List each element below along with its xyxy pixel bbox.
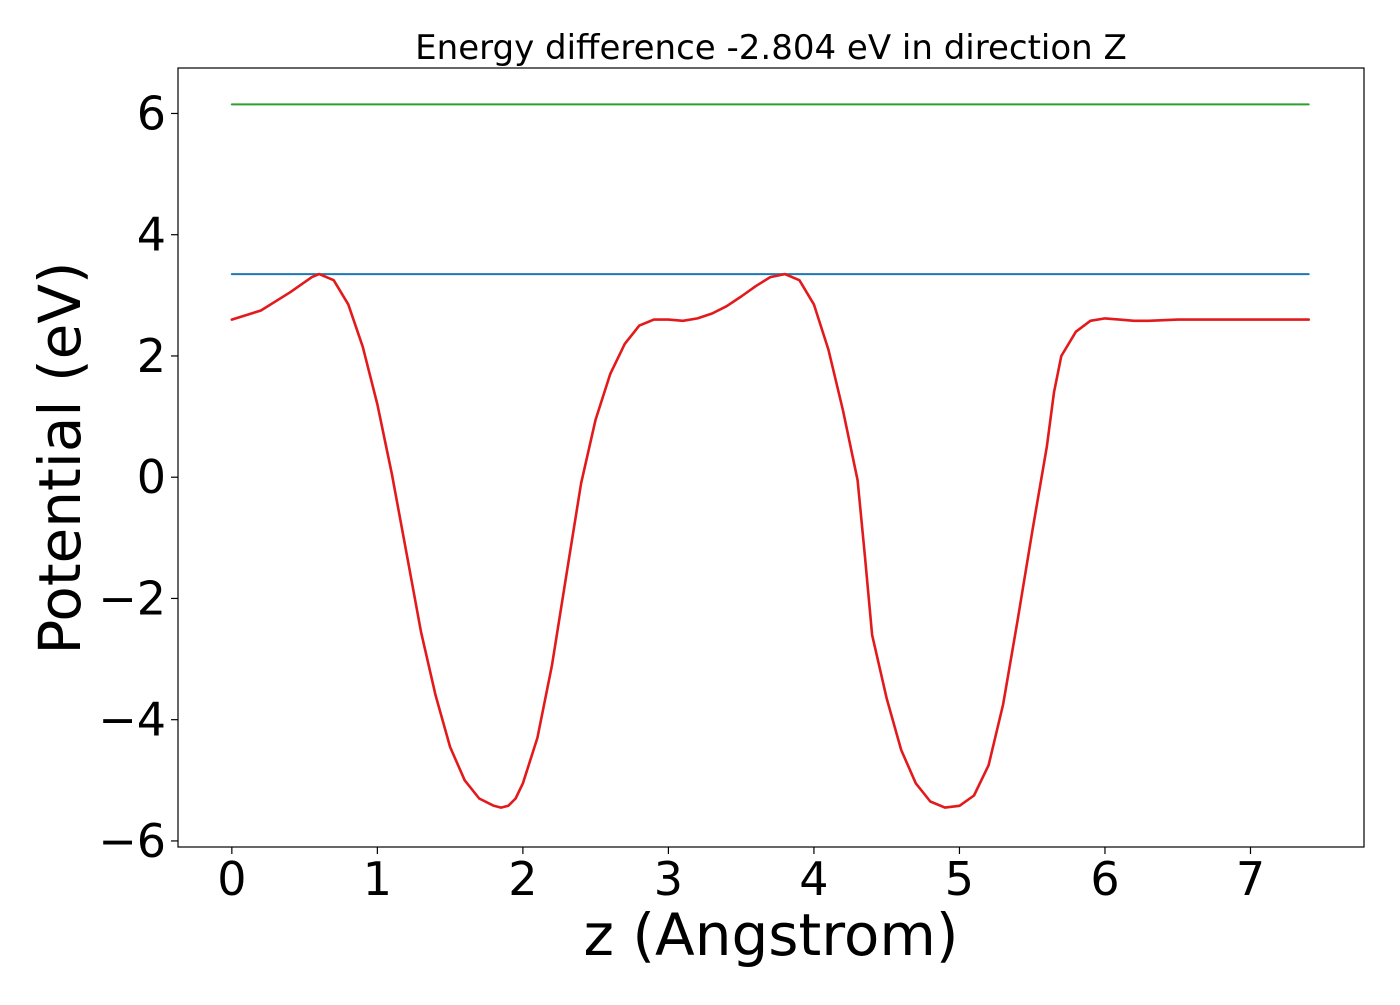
x-axis-ticks: 0 1 2 3 4 5 6 7 bbox=[217, 847, 1265, 906]
series-line-3 bbox=[230, 272, 1310, 809]
x-tick-label: 0 bbox=[217, 852, 246, 906]
x-tick-label: 7 bbox=[1236, 852, 1265, 906]
x-tick-label: 1 bbox=[363, 852, 392, 906]
y-tick-label: 2 bbox=[137, 329, 166, 383]
y-tick-label: −4 bbox=[98, 693, 166, 747]
x-tick-label: 6 bbox=[1090, 852, 1119, 906]
plot-area-frame bbox=[177, 67, 1365, 848]
x-tick-label: 5 bbox=[945, 852, 974, 906]
x-tick-label: 3 bbox=[654, 852, 683, 906]
y-tick-label: 4 bbox=[137, 208, 166, 262]
y-tick-label: −6 bbox=[98, 814, 166, 868]
x-axis-title: z (Angstrom) bbox=[584, 901, 959, 969]
plot-area-background bbox=[178, 68, 1364, 847]
y-axis-ticks: −6 −4 −2 0 2 4 6 bbox=[98, 86, 178, 868]
series-layer bbox=[230, 103, 1310, 809]
y-tick-label: −2 bbox=[98, 571, 166, 625]
y-tick-label: 0 bbox=[137, 450, 166, 504]
chart-title: Energy difference -2.804 eV in direction… bbox=[415, 28, 1127, 68]
y-axis-title: Potential (eV) bbox=[26, 261, 94, 654]
x-tick-label: 4 bbox=[799, 852, 828, 906]
x-tick-label: 2 bbox=[508, 852, 537, 906]
y-tick-label: 6 bbox=[137, 86, 166, 140]
